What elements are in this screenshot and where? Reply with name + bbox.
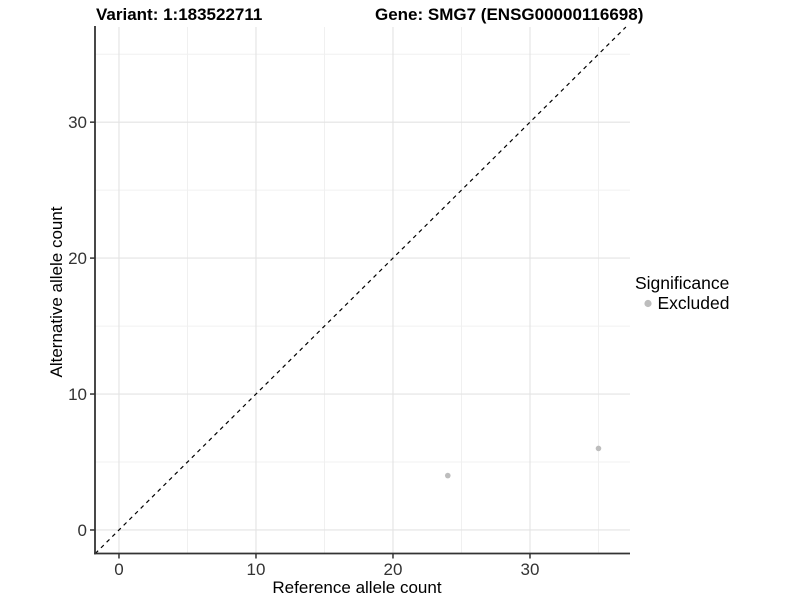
y-axis-ticks: 0 10 20 30 <box>68 113 95 540</box>
x-tick-label: 30 <box>521 560 540 579</box>
x-tick-label: 0 <box>114 560 123 579</box>
x-axis-ticks: 0 10 20 30 <box>114 553 540 579</box>
x-tick-label: 20 <box>384 560 403 579</box>
identity-line <box>94 26 627 554</box>
legend-key-dot-icon <box>644 299 652 308</box>
minor-gridlines <box>95 27 630 554</box>
major-gridlines <box>95 27 630 554</box>
variant-title: Variant: 1:183522711 <box>96 5 262 24</box>
y-axis-title: Alternative allele count <box>47 206 66 377</box>
data-point <box>595 445 602 452</box>
y-tick-label: 20 <box>68 249 87 268</box>
axis-lines <box>94 26 630 555</box>
x-tick-label: 10 <box>247 560 266 579</box>
data-points <box>444 445 602 479</box>
x-axis-title: Reference allele count <box>272 578 441 597</box>
y-tick-label: 30 <box>68 113 87 132</box>
legend: Significance Excluded <box>635 273 730 313</box>
y-tick-label: 0 <box>78 521 87 540</box>
gene-title: Gene: SMG7 (ENSG00000116698) <box>375 5 643 24</box>
legend-item-label: Excluded <box>658 293 730 313</box>
legend-title: Significance <box>635 273 729 293</box>
y-tick-label: 10 <box>68 385 87 404</box>
data-point <box>444 472 451 479</box>
